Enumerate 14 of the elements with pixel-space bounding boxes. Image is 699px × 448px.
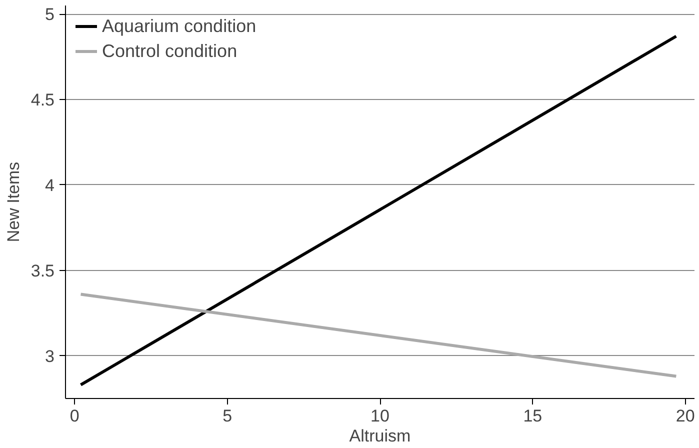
x-axis-title: Altruism (349, 426, 411, 446)
y-tick-label: 5 (45, 5, 55, 24)
y-tick-label: 3 (45, 346, 55, 366)
y-tick-label: 4.5 (30, 90, 55, 110)
x-tick-label: 15 (523, 406, 542, 426)
legend-label: Aquarium condition (102, 16, 256, 36)
x-tick-label: 5 (222, 406, 232, 426)
legend-label: Control condition (102, 40, 238, 62)
y-axis-title: New Items (4, 162, 23, 242)
x-tick-label: 10 (370, 406, 390, 426)
y-tick-label: 4 (45, 176, 55, 195)
y-tick-label: 3.5 (30, 261, 55, 280)
x-tick-label: 20 (676, 406, 695, 426)
x-tick-label: 0 (70, 406, 80, 426)
